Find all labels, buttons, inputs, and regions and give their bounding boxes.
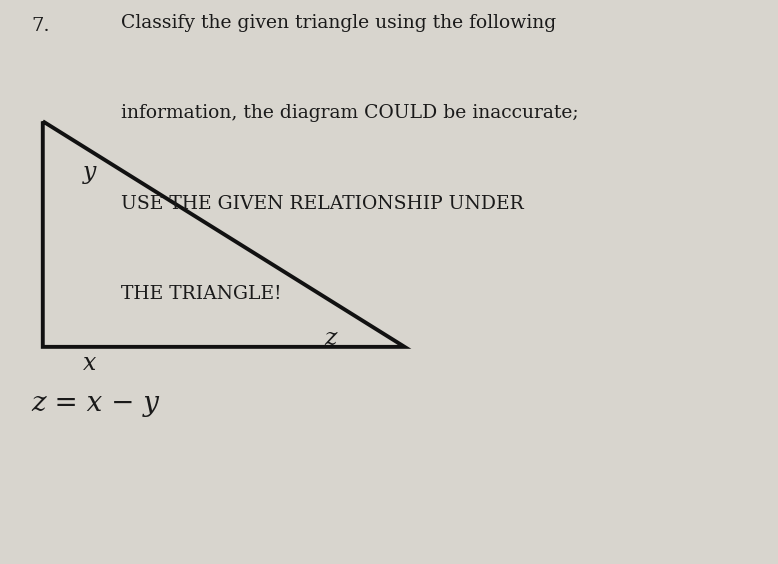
Text: USE THE GIVEN RELATIONSHIP UNDER: USE THE GIVEN RELATIONSHIP UNDER <box>121 195 524 213</box>
Text: z = x − y: z = x − y <box>31 390 159 417</box>
Text: information, the diagram COULD be inaccurate;: information, the diagram COULD be inaccu… <box>121 104 578 122</box>
Text: Classify the given triangle using the following: Classify the given triangle using the fo… <box>121 14 555 32</box>
Text: THE TRIANGLE!: THE TRIANGLE! <box>121 285 281 303</box>
Text: z: z <box>324 327 337 350</box>
Text: x: x <box>82 352 96 375</box>
Text: 7.: 7. <box>31 17 50 35</box>
Text: y: y <box>82 161 96 183</box>
